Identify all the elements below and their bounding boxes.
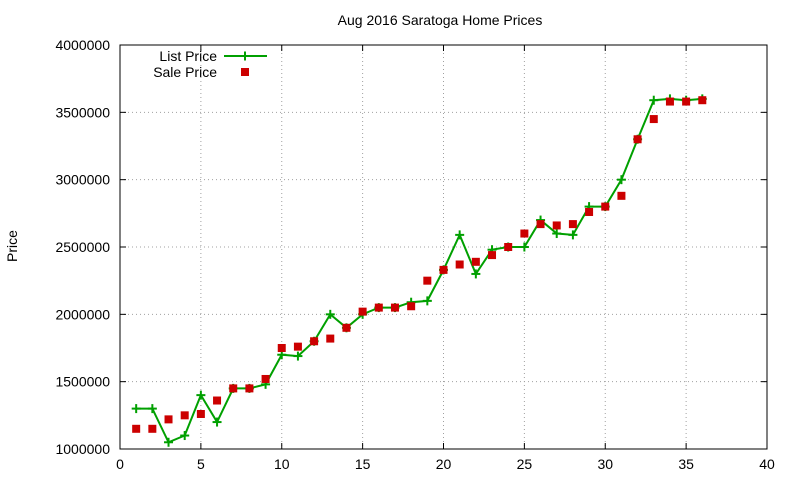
x-tick-label: 40 — [759, 456, 775, 472]
legend: List Price Sale Price — [153, 48, 267, 80]
sale-price-point — [326, 334, 335, 343]
list-price-point — [147, 404, 157, 414]
sale-price-point — [229, 384, 238, 393]
y-tick-label: 2000000 — [55, 306, 110, 322]
sale-price-point — [617, 191, 626, 200]
chart-title: Aug 2016 Saratoga Home Prices — [338, 12, 543, 28]
list-price-point — [471, 269, 481, 279]
x-tick-label: 20 — [436, 456, 452, 472]
y-tick-label: 3000000 — [55, 172, 110, 188]
sale-price-point — [358, 307, 367, 316]
y-tick-label: 3500000 — [55, 104, 110, 120]
sale-price-point — [374, 303, 383, 312]
x-tick-label: 0 — [116, 456, 124, 472]
sale-price-point — [180, 411, 189, 420]
sale-price-point — [682, 97, 691, 106]
list-price-point — [552, 229, 562, 239]
sale-price-point — [601, 202, 610, 211]
list-price-point — [325, 309, 335, 319]
plot-area — [131, 94, 707, 447]
sale-price-point — [342, 323, 351, 332]
sale-price-point — [132, 424, 141, 433]
sale-price-point — [423, 276, 432, 285]
list-price-point — [293, 351, 303, 361]
x-tick-label: 30 — [597, 456, 613, 472]
list-price-point — [649, 95, 659, 105]
sale-price-point — [504, 243, 513, 251]
sale-price-point — [148, 424, 157, 433]
sale-price-point — [439, 265, 448, 274]
sale-price-point — [649, 115, 658, 124]
list-price-point — [422, 296, 432, 306]
sale-price-point — [310, 337, 319, 346]
sale-price-point — [665, 97, 674, 106]
x-tick-label: 35 — [678, 456, 694, 472]
sale-price-point — [552, 221, 561, 230]
list-price-point — [196, 390, 206, 400]
list-price-point — [180, 431, 190, 441]
grid — [120, 45, 767, 449]
legend-label-list-price: List Price — [159, 48, 217, 64]
sale-price-point — [196, 409, 205, 418]
list-price-point — [616, 175, 626, 185]
legend-marker-sale-price — [241, 68, 249, 76]
y-tick-label: 2500000 — [55, 239, 110, 255]
list-price-point — [455, 230, 465, 240]
series-line-list-price — [136, 97, 703, 444]
sale-price-point — [164, 415, 173, 424]
list-price-point — [164, 437, 174, 447]
sale-price-point — [261, 374, 270, 383]
list-price-point — [131, 404, 141, 414]
x-tick-label: 15 — [355, 456, 371, 472]
legend-marker-list-price — [240, 51, 250, 61]
axes: 0 5 10 15 20 25 30 35 40 1000000 1500000 2000000 250… — [55, 37, 775, 472]
sale-price-point — [536, 220, 545, 229]
x-tick-label: 5 — [197, 456, 205, 472]
sale-price-point — [213, 396, 222, 405]
y-tick-label: 4000000 — [55, 37, 110, 53]
sale-price-point — [455, 260, 464, 269]
sale-price-point — [293, 342, 302, 351]
list-price-point — [519, 242, 529, 252]
list-price-point — [212, 417, 222, 427]
sale-price-point — [471, 257, 480, 266]
sale-price-point — [585, 207, 594, 216]
y-tick-label: 1500000 — [55, 374, 110, 390]
x-tick-label: 10 — [274, 456, 290, 472]
legend-label-sale-price: Sale Price — [153, 64, 217, 80]
y-axis-label: Price — [4, 230, 20, 262]
sale-price-point — [568, 220, 577, 229]
sale-price-point — [633, 135, 642, 144]
sale-price-point — [698, 96, 707, 105]
sale-price-point — [407, 302, 416, 311]
y-tick-label: 1000000 — [55, 441, 110, 457]
sale-price-point — [520, 229, 529, 238]
list-price-point — [568, 230, 578, 240]
sale-price-point — [390, 303, 399, 312]
sale-price-point — [277, 344, 286, 352]
sale-price-point — [488, 251, 497, 260]
x-tick-label: 25 — [517, 456, 533, 472]
sale-price-point — [245, 384, 254, 393]
